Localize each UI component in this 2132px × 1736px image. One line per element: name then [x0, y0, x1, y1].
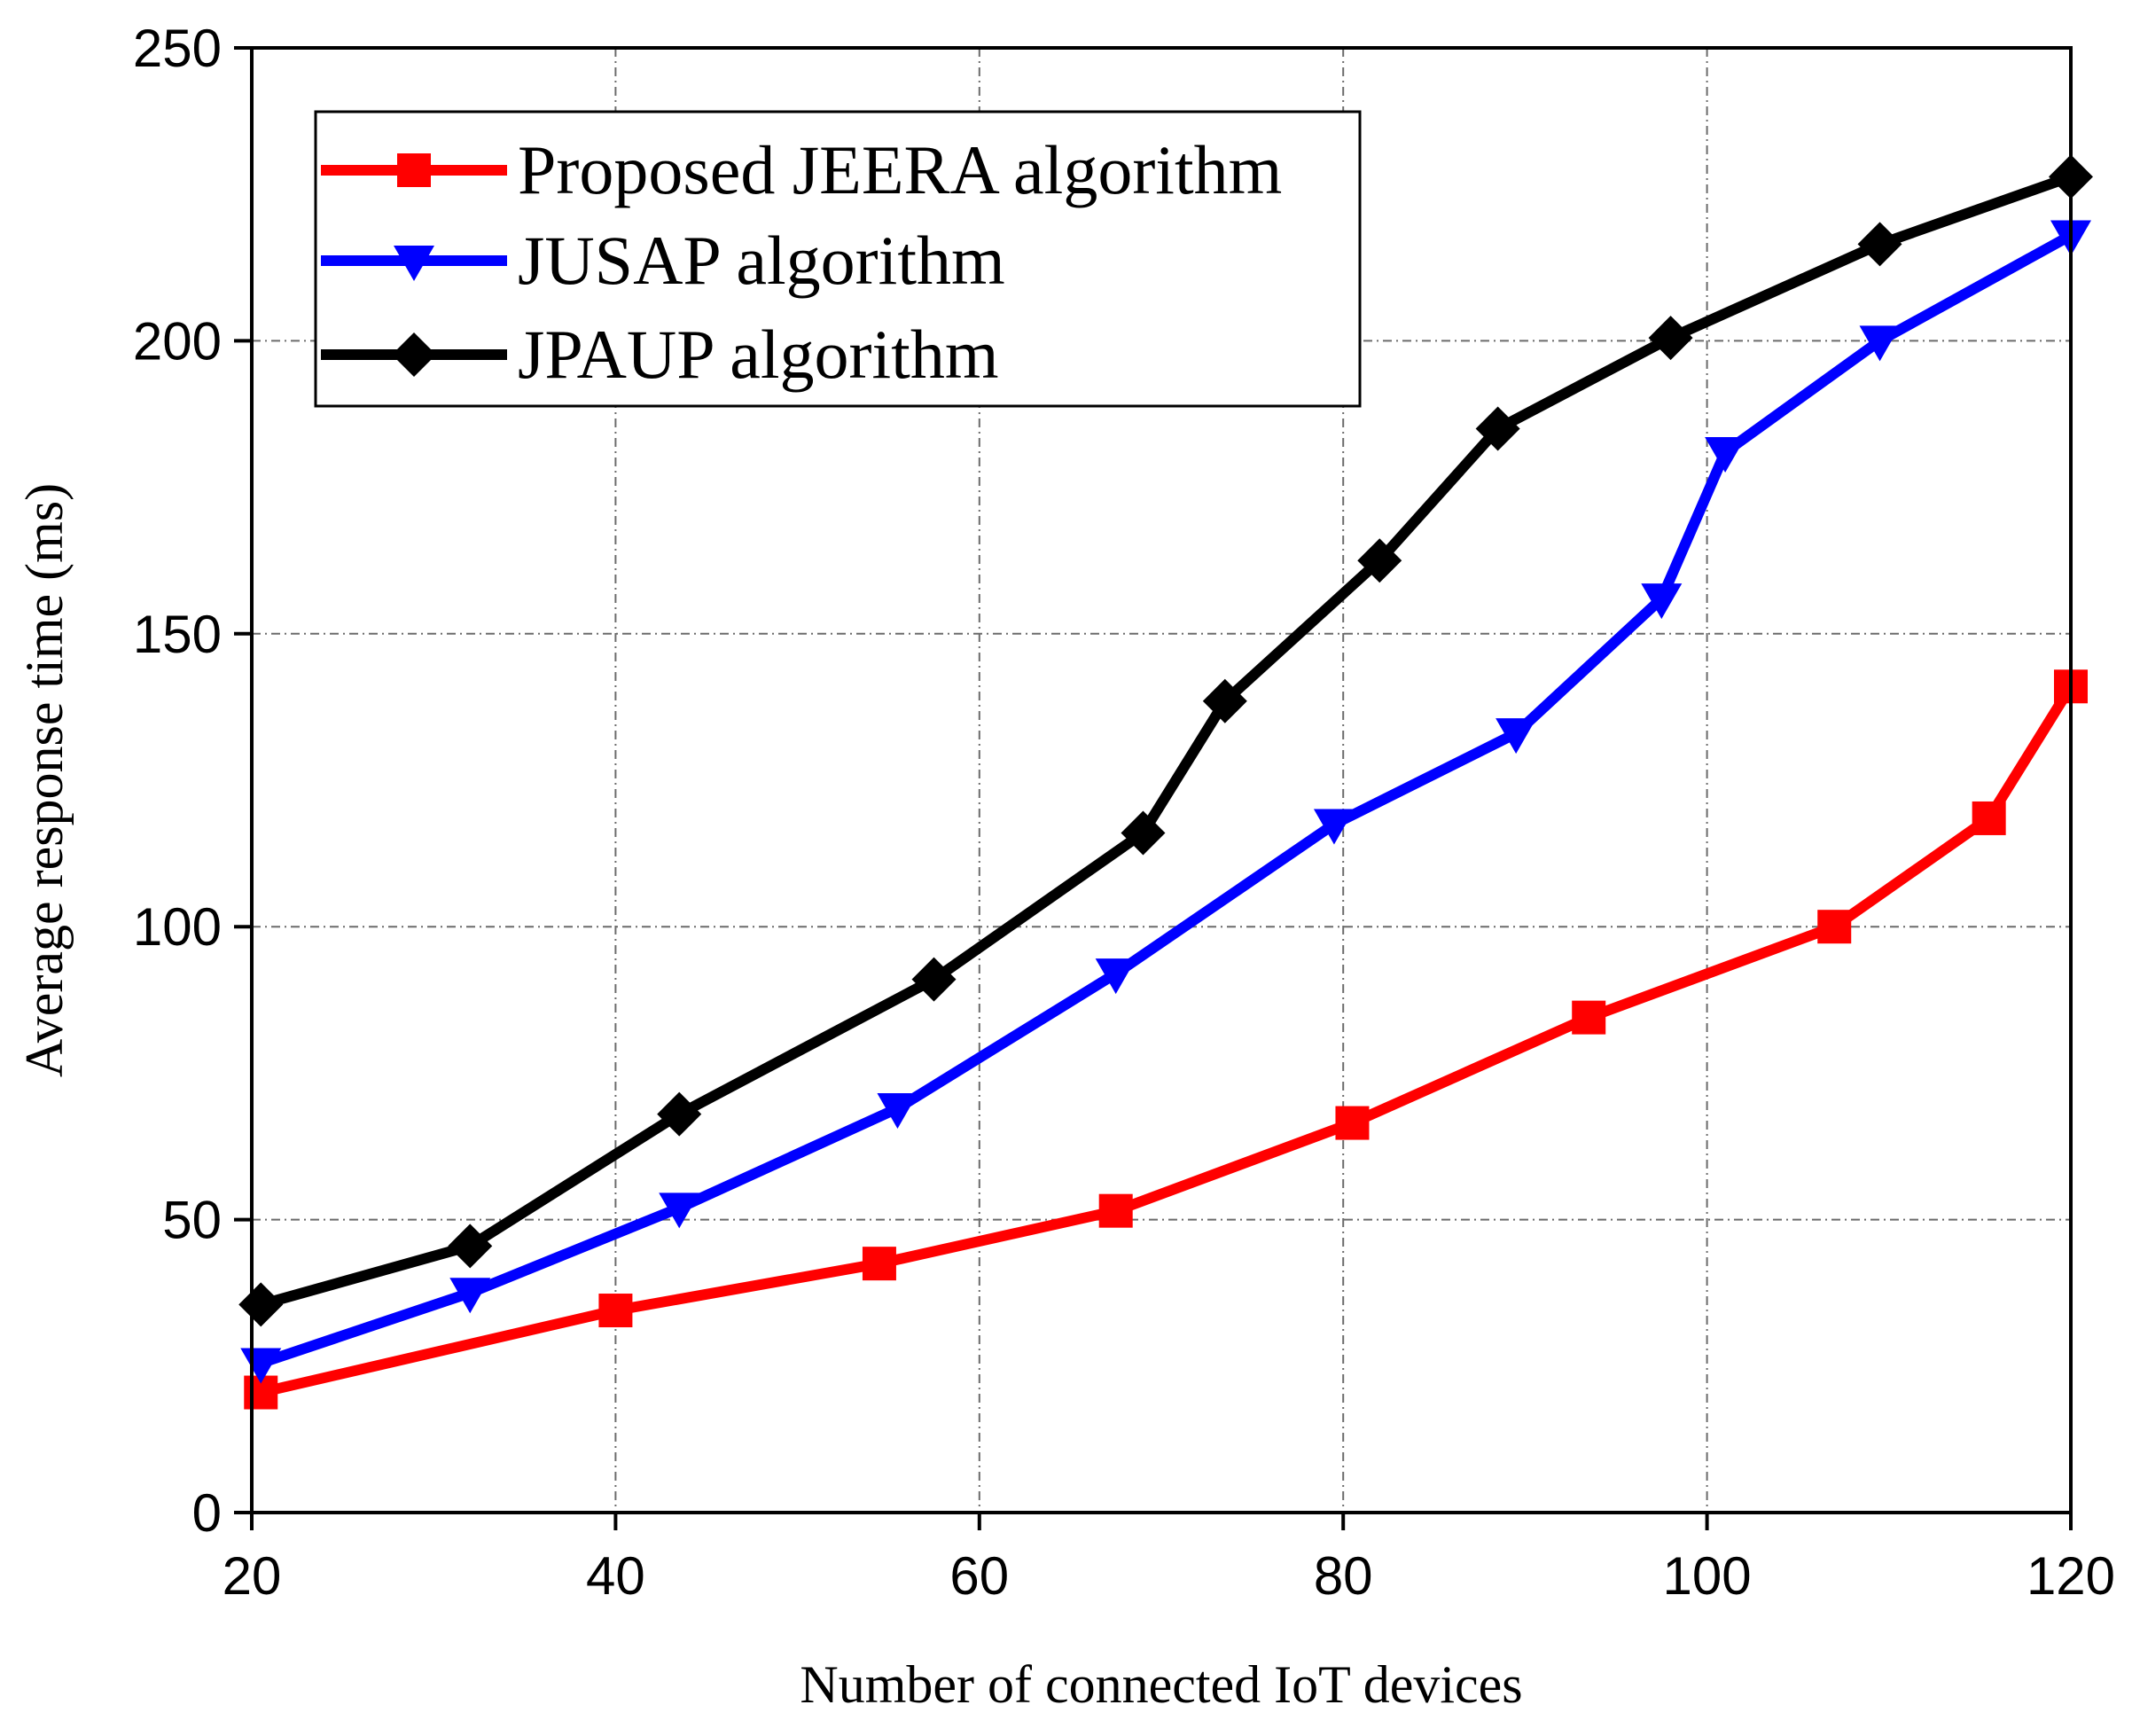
- data-point: [1496, 718, 1537, 755]
- data-point: [598, 1294, 633, 1328]
- y-tick-label: 100: [133, 897, 222, 957]
- data-point: [1859, 325, 1901, 362]
- x-tick-label: 100: [1663, 1546, 1752, 1606]
- data-point: [1202, 678, 1247, 723]
- legend-entry-2: JUSAP algorithm: [321, 222, 1005, 299]
- series-3: [238, 154, 2093, 1327]
- legend: Proposed JEERA algorithm JUSAP algorithm J…: [314, 110, 1362, 408]
- legend-marker: [392, 332, 436, 377]
- data-point: [1648, 316, 1693, 361]
- y-tick-label: 0: [192, 1483, 222, 1543]
- plot-frame: [250, 46, 2073, 1514]
- data-point: [1972, 801, 2006, 835]
- data-point: [1641, 583, 1683, 620]
- series-1: [244, 669, 2088, 1410]
- y-tick-label: 150: [133, 605, 222, 664]
- data-point: [1335, 1106, 1370, 1140]
- data-point: [1475, 406, 1520, 451]
- legend-marker: [397, 153, 431, 187]
- data-point: [1098, 1193, 1133, 1228]
- data-point: [877, 1093, 918, 1130]
- axis-ticks: 20 40 60 80 100 120 0 50 100 150 200 250: [133, 19, 2115, 1606]
- grid-lines: [252, 48, 2071, 1513]
- x-tick-label: 120: [2027, 1546, 2115, 1606]
- data-point: [911, 957, 957, 1002]
- data-point: [1572, 1000, 1606, 1035]
- data-point: [449, 1278, 491, 1314]
- legend-marker: [394, 246, 434, 281]
- y-axis-title: Average response time (ms): [15, 483, 74, 1077]
- y-tick-label: 250: [133, 19, 222, 78]
- x-axis-title: Number of connected IoT devices: [800, 1655, 1522, 1714]
- data-point: [1817, 910, 1852, 944]
- plot-series: [238, 154, 2093, 1410]
- data-point: [1095, 958, 1136, 995]
- series-2: [240, 220, 2091, 1384]
- data-point: [1705, 436, 1746, 473]
- data-point: [1313, 809, 1355, 845]
- y-tick-label: 50: [162, 1191, 222, 1250]
- data-point: [1121, 810, 1166, 856]
- x-tick-label: 20: [223, 1546, 282, 1606]
- x-tick-label: 60: [949, 1546, 1009, 1606]
- data-point: [659, 1193, 700, 1229]
- x-tick-label: 80: [1314, 1546, 1373, 1606]
- data-point: [862, 1247, 896, 1281]
- y-tick-label: 200: [133, 311, 222, 371]
- data-point: [448, 1224, 493, 1269]
- legend-entry-3: JPAUP algorithm: [321, 316, 999, 393]
- data-point: [657, 1091, 702, 1137]
- data-point: [238, 1282, 284, 1327]
- legend-entry-1: Proposed JEERA algorithm: [321, 131, 1282, 208]
- x-tick-label: 40: [586, 1546, 645, 1606]
- data-point: [1857, 222, 1902, 267]
- legend-label: JUSAP algorithm: [518, 222, 1005, 299]
- data-point: [1357, 538, 1402, 583]
- legend-label: Proposed JEERA algorithm: [518, 131, 1282, 208]
- legend-label: JPAUP algorithm: [518, 316, 999, 393]
